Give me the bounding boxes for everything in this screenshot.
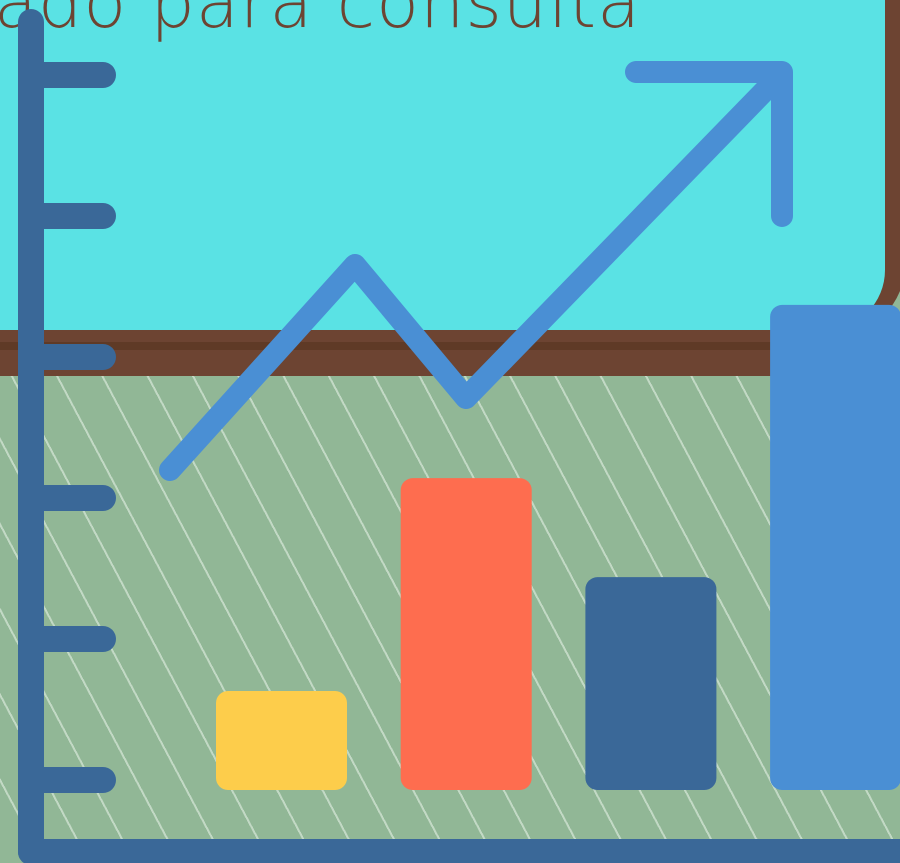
trend-arrow-icon	[159, 64, 791, 481]
caption-text: ado para consulta	[0, 0, 641, 44]
arrowhead-icon	[625, 61, 793, 227]
bar-1	[216, 691, 347, 790]
bar-2	[400, 478, 532, 790]
axis-icon	[18, 9, 900, 863]
bar-4	[770, 304, 900, 790]
bar-3	[585, 577, 717, 790]
board	[0, 0, 885, 330]
bar-group	[216, 304, 900, 790]
